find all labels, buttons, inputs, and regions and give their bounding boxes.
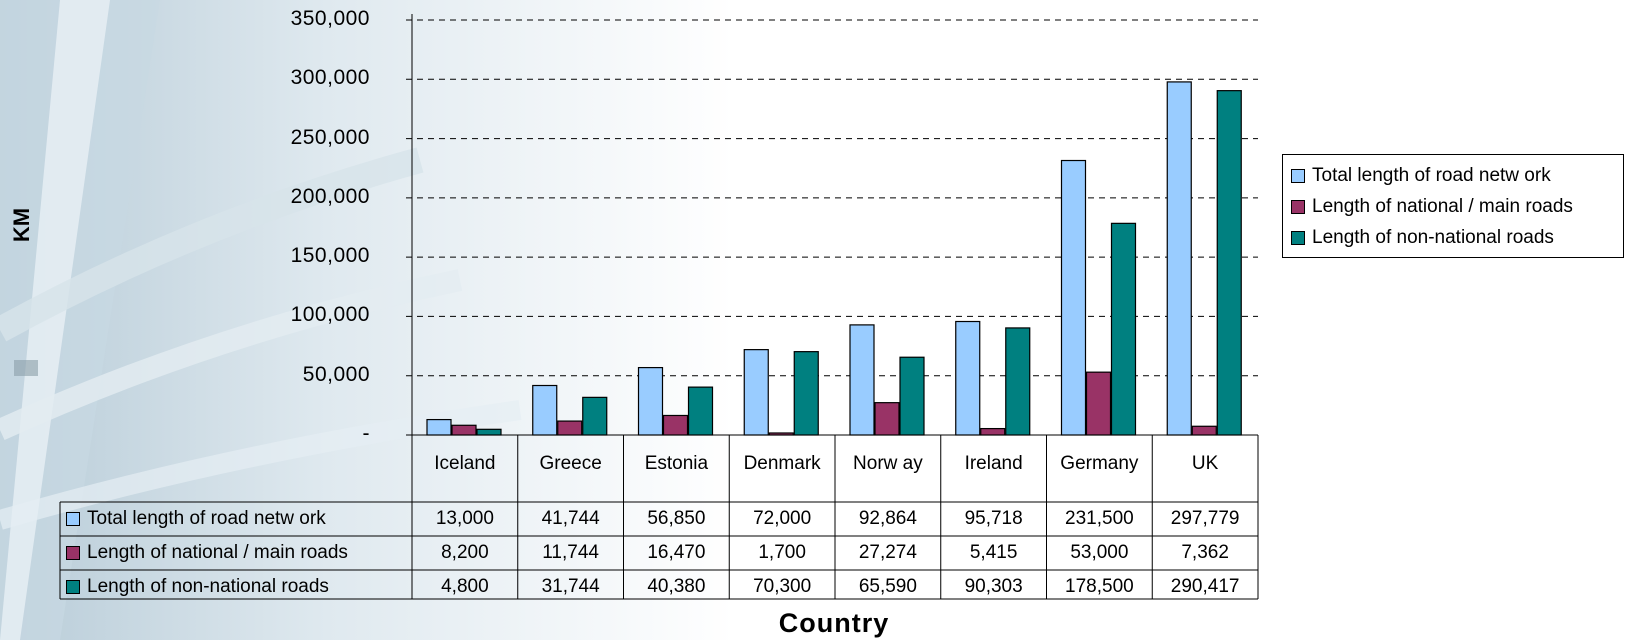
bar-national: [557, 420, 583, 436]
bar-non-national: [476, 428, 502, 436]
legend-item-non-national: Length of non-national roads: [1291, 224, 1554, 252]
table-row-swatch: [66, 512, 80, 526]
y-tick-label: 100,000: [290, 303, 370, 327]
category-label: Ireland: [964, 453, 1023, 474]
table-row-name: Length of national / main roads: [87, 542, 348, 563]
table-cell: 70,300: [753, 576, 812, 597]
legend-item-total: Total length of road netw ork: [1291, 162, 1551, 190]
legend-swatch-total: [1291, 169, 1305, 183]
table-cell: 13,000: [435, 508, 494, 529]
table-cell: 56,850: [647, 508, 706, 529]
table-cell: 178,500: [1065, 576, 1134, 597]
bar-non-national: [582, 396, 608, 436]
table-row-swatch: [66, 580, 80, 594]
legend-label-total: Total length of road netw ork: [1312, 165, 1551, 186]
table-row-label-total: Total length of road netw ork: [66, 502, 326, 536]
table-row-label-national: Length of national / main roads: [66, 536, 348, 570]
table-cell: 31,744: [541, 576, 600, 597]
category-label: UK: [1191, 453, 1219, 474]
legend: Total length of road netw ork Length of …: [1282, 154, 1624, 258]
bar-national: [1191, 425, 1217, 436]
table-row-name: Length of non-national roads: [87, 576, 329, 597]
y-tick-label: 50,000: [302, 362, 370, 386]
table-cell: 11,744: [542, 542, 599, 563]
bar-national: [1085, 371, 1112, 436]
y-tick-label: 150,000: [290, 244, 370, 268]
category-label: Iceland: [434, 453, 496, 474]
table-cell: 95,718: [964, 508, 1023, 529]
bar-total: [1060, 159, 1087, 436]
table-cell: 1,700: [758, 542, 806, 563]
legend-label-non-national: Length of non-national roads: [1312, 227, 1554, 248]
table-row-name: Total length of road netw ork: [87, 508, 326, 529]
table-cell: 53,000: [1070, 542, 1129, 563]
bar-national: [874, 402, 900, 436]
table-cell: 231,500: [1065, 508, 1134, 529]
bar-national: [662, 414, 689, 436]
bar-national: [451, 424, 477, 436]
category-label: Norw ay: [853, 453, 923, 474]
table-cell: 5,415: [969, 542, 1018, 563]
category-label: Germany: [1060, 453, 1139, 474]
table-row-swatch: [66, 546, 80, 560]
category-label: Estonia: [644, 453, 709, 474]
bar-total: [955, 320, 981, 436]
table-cell: 65,590: [858, 576, 917, 597]
table-row-label-non-national: Length of non-national roads: [66, 570, 329, 604]
table-cell: 290,417: [1170, 576, 1240, 597]
table-cell: 72,000: [753, 508, 812, 529]
bar-non-national: [793, 351, 819, 436]
bar-non-national: [1005, 327, 1031, 436]
bar-total: [743, 349, 769, 436]
category-label: Denmark: [743, 453, 821, 474]
y-tick-label: 250,000: [290, 125, 370, 149]
y-tick-label: -: [362, 422, 370, 445]
legend-swatch-national: [1291, 200, 1305, 214]
table-cell: 297,779: [1170, 508, 1240, 529]
bar-non-national: [687, 386, 714, 436]
bar-total: [849, 324, 875, 436]
table-cell: 16,470: [647, 542, 706, 563]
bar-non-national: [1216, 90, 1242, 436]
bar-total: [1166, 81, 1192, 436]
y-tick-label: 200,000: [290, 184, 370, 208]
table-cell: 41,744: [541, 508, 600, 529]
bar-total: [532, 384, 558, 436]
table-cell: 27,274: [858, 542, 917, 563]
y-tick-label: 350,000: [290, 7, 370, 30]
bar-national: [980, 427, 1006, 436]
bar-non-national: [899, 356, 925, 436]
table-cell: 90,303: [964, 576, 1023, 597]
legend-label-national: Length of national / main roads: [1312, 196, 1573, 217]
x-axis-title: Country: [778, 608, 890, 638]
category-label: Greece: [539, 453, 602, 474]
table-cell: 40,380: [647, 576, 706, 597]
legend-swatch-non-national: [1291, 231, 1305, 245]
bar-total: [426, 418, 452, 436]
table-cell: 8,200: [441, 542, 489, 563]
table-cell: 4,800: [441, 576, 489, 597]
legend-item-national: Length of national / main roads: [1291, 193, 1573, 221]
y-tick-label: 300,000: [290, 66, 370, 90]
table-cell: 92,864: [858, 508, 917, 529]
bar-non-national: [1110, 222, 1137, 436]
bar-total: [637, 366, 664, 436]
table-cell: 7,362: [1181, 542, 1229, 563]
